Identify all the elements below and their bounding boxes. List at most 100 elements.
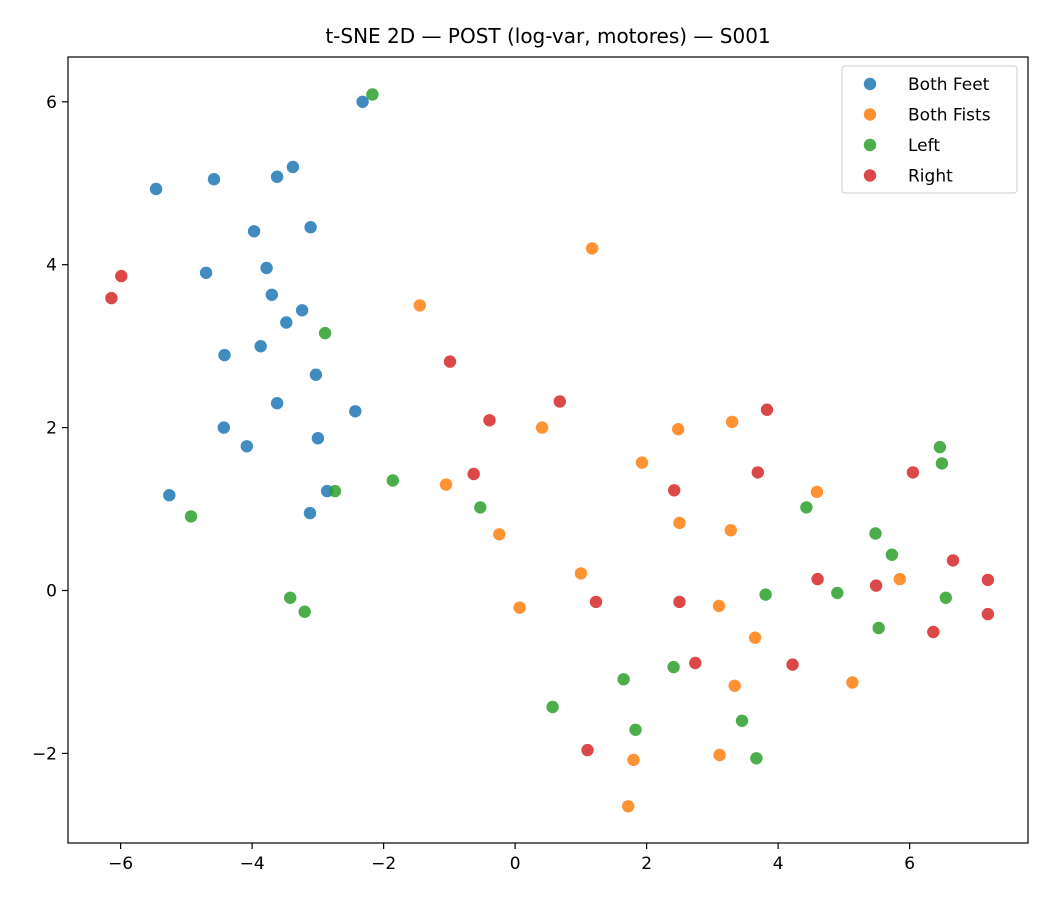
chart-title: t-SNE 2D — POST (log-var, motores) — S00…	[325, 24, 770, 48]
data-point	[713, 748, 726, 762]
data-point	[493, 528, 506, 541]
legend-label: Right	[908, 167, 953, 187]
data-point	[280, 316, 293, 329]
data-point	[318, 326, 332, 340]
data-point	[629, 723, 642, 736]
legend-label: Both Feet	[908, 75, 990, 95]
legend-marker	[863, 169, 877, 182]
data-point	[800, 501, 813, 514]
data-point	[260, 261, 273, 275]
data-point	[474, 501, 487, 514]
data-point	[366, 88, 379, 101]
data-point	[574, 567, 588, 580]
data-point	[304, 221, 317, 234]
legend-label: Left	[908, 136, 940, 156]
data-point	[413, 299, 426, 312]
x-tick-label: 6	[904, 854, 915, 874]
data-point	[893, 572, 906, 586]
data-point	[309, 368, 323, 381]
data-point	[535, 421, 549, 434]
data-point	[939, 591, 952, 604]
data-point	[831, 586, 844, 600]
data-point	[673, 595, 686, 609]
data-point	[443, 355, 457, 368]
data-point	[617, 673, 630, 686]
data-point	[589, 595, 603, 609]
y-tick-label: 6	[46, 93, 57, 113]
legend-marker	[863, 108, 877, 121]
data-point	[725, 415, 739, 429]
data-point	[247, 225, 261, 238]
y-tick-label: 0	[46, 582, 57, 602]
data-point	[349, 405, 362, 418]
data-point	[207, 173, 221, 186]
data-point	[667, 660, 680, 674]
legend-marker	[863, 138, 877, 152]
data-point	[759, 588, 772, 601]
data-point	[981, 607, 995, 621]
data-point	[217, 421, 230, 434]
data-point	[199, 266, 213, 279]
points-layer	[105, 88, 995, 813]
y-tick-label: 4	[46, 256, 57, 276]
data-point	[483, 414, 496, 427]
series-both-fists	[413, 242, 906, 813]
data-point	[467, 467, 480, 481]
data-point	[728, 679, 741, 692]
data-point	[668, 484, 681, 497]
y-tick-label: 2	[46, 419, 57, 439]
x-tick-label: 4	[773, 854, 784, 874]
data-point	[553, 395, 566, 408]
series-left	[184, 88, 952, 765]
data-point	[946, 554, 960, 567]
data-point	[760, 403, 774, 416]
data-point	[935, 457, 949, 470]
data-point	[254, 340, 267, 353]
data-point	[115, 269, 128, 283]
data-point	[284, 591, 297, 604]
data-point	[386, 474, 399, 487]
data-point	[885, 548, 899, 561]
data-point	[672, 423, 685, 436]
data-point	[218, 348, 231, 362]
data-point	[622, 800, 635, 813]
axes-frame	[67, 56, 1029, 844]
data-point	[311, 432, 325, 445]
data-point	[581, 743, 594, 757]
x-tick-label: 2	[641, 854, 652, 874]
data-point	[689, 656, 702, 670]
data-point	[270, 397, 284, 410]
x-tick-label: −2	[371, 854, 396, 874]
data-point	[184, 510, 198, 523]
data-point	[240, 440, 253, 453]
data-point	[627, 753, 640, 767]
data-point	[906, 466, 920, 479]
data-point	[270, 170, 284, 183]
data-point	[303, 506, 317, 520]
data-point	[585, 242, 599, 255]
axes-layer: −6 −4 −2 0 2 4 6 −2 0 2 4 6	[32, 56, 1029, 874]
data-point	[750, 752, 763, 765]
data-point	[673, 516, 686, 530]
data-point	[869, 527, 882, 540]
legend: Both Feet Both Fists Left Right	[841, 65, 1018, 194]
data-point	[635, 456, 649, 469]
legend-label: Both Fists	[908, 106, 991, 126]
data-point	[295, 304, 309, 317]
x-tick-label: −4	[240, 854, 265, 874]
data-point	[786, 658, 799, 671]
data-point	[105, 291, 118, 305]
data-point	[735, 714, 749, 727]
legend-marker	[863, 77, 877, 91]
data-point	[846, 676, 859, 689]
data-point	[298, 605, 311, 618]
y-tick-label: −2	[32, 744, 57, 764]
data-point	[748, 631, 762, 644]
data-point	[933, 440, 947, 454]
data-point	[149, 182, 163, 196]
data-point	[439, 478, 453, 491]
data-point	[869, 579, 883, 592]
data-point	[546, 700, 559, 714]
data-point	[163, 489, 176, 502]
x-tick-label: −6	[108, 854, 133, 874]
